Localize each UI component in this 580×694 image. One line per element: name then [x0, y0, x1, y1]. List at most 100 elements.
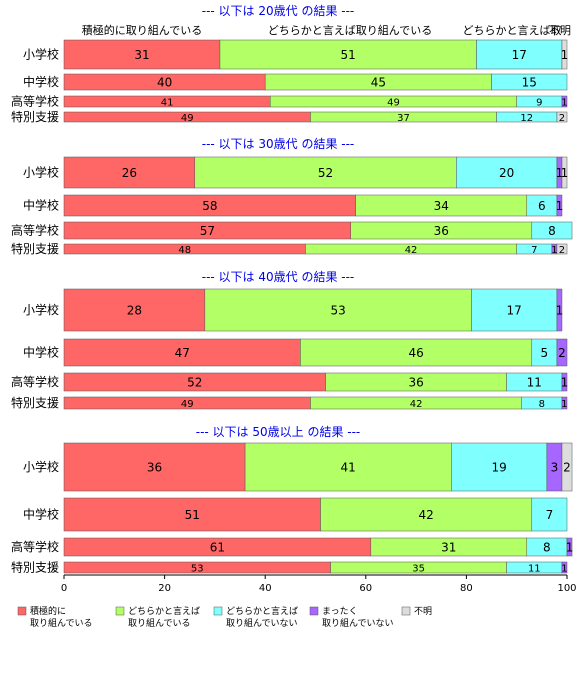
data-label: 5 — [541, 346, 549, 360]
bar-segment — [531, 497, 568, 532]
data-label: 8 — [543, 541, 551, 555]
data-label: 15 — [522, 76, 537, 90]
data-label: 49 — [387, 97, 400, 108]
bar-segment — [556, 243, 568, 255]
row-label: 小学校 — [23, 47, 59, 62]
data-label: 9 — [536, 97, 542, 108]
row-label: 中学校 — [23, 198, 59, 213]
bar-segment — [451, 442, 548, 492]
data-label: 46 — [408, 346, 423, 360]
legend-label: 取り組んでいない — [322, 617, 394, 629]
data-label: 1 — [556, 304, 564, 318]
data-label: 7 — [546, 508, 554, 522]
column-header: 積極的に取り組んでいる — [82, 23, 202, 37]
data-label: 8 — [548, 224, 556, 238]
data-label: 6 — [538, 199, 546, 213]
chart-panel: --- 以下は 20歳代 の結果 --- 小学校 31 51 17 1 中学校 40 45 15 高… — [11, 4, 568, 124]
legend-item: 不明 — [401, 606, 432, 617]
data-label: 49 — [181, 399, 194, 410]
panel-title: --- 以下は 50歳以上 の結果 --- — [196, 425, 361, 439]
row-label: 中学校 — [23, 345, 59, 360]
data-label: 45 — [371, 76, 386, 90]
data-label: 42 — [410, 399, 423, 410]
data-label: 1 — [556, 199, 564, 213]
legend-label: 取り組んでいる — [30, 617, 93, 629]
legend: 積極的に取り組んでいるどちらかと言えば取り組んでいるどちらかと言えば取り組んでい… — [17, 605, 432, 629]
legend-label: 取り組んでいる — [128, 617, 191, 629]
data-label: 42 — [405, 245, 418, 256]
data-label: 51 — [185, 508, 200, 522]
x-tick-label: 40 — [259, 583, 272, 594]
bar-segment — [561, 561, 568, 574]
data-label: 20 — [499, 166, 514, 180]
chart-panel: --- 以下は 50歳以上 の結果 --- 小学校 36 41 19 3 2 中学校 51 42 7… — [11, 425, 573, 575]
bar-segment — [63, 39, 221, 70]
data-label: 37 — [397, 113, 410, 124]
data-label: 1 — [566, 541, 574, 555]
x-tick-label: 80 — [460, 583, 473, 594]
data-label: 36 — [408, 376, 423, 390]
legend-swatch — [17, 606, 27, 616]
data-label: 1 — [561, 166, 569, 180]
row-label: 特別支援 — [11, 395, 59, 410]
x-tick-label: 20 — [158, 583, 171, 594]
bar-segment — [204, 288, 472, 332]
data-label: 31 — [134, 48, 149, 62]
legend-item: どちらかと言えば取り組んでいる — [115, 605, 200, 629]
bar-segment — [531, 221, 573, 240]
bar-segment — [566, 537, 573, 557]
data-label: 52 — [318, 166, 333, 180]
legend-swatch — [309, 606, 319, 616]
bar-segment — [63, 497, 321, 532]
panel-title: --- 以下は 40歳代 の結果 --- — [202, 270, 355, 284]
row-label: 小学校 — [23, 302, 59, 317]
bar-segment — [63, 442, 246, 492]
bar-segment — [561, 156, 568, 189]
data-label: 11 — [528, 563, 541, 574]
bar-segment — [471, 288, 558, 332]
data-label: 3 — [551, 461, 559, 475]
row-label: 小学校 — [23, 165, 59, 180]
row-label: 小学校 — [23, 459, 59, 474]
bar-segment — [491, 73, 568, 91]
bar-segment — [320, 497, 533, 532]
data-label: 42 — [419, 508, 434, 522]
row-label: 特別支援 — [11, 241, 59, 256]
bar-segment — [556, 194, 563, 217]
bar-segment — [561, 396, 568, 410]
data-label: 35 — [412, 563, 425, 574]
data-label: 1 — [561, 563, 567, 574]
x-tick-label: 0 — [61, 583, 67, 594]
legend-swatch — [401, 606, 411, 616]
data-label: 57 — [200, 224, 215, 238]
legend-swatch — [213, 606, 223, 616]
data-label: 2 — [563, 461, 571, 475]
data-label: 36 — [434, 224, 449, 238]
bar-segment — [556, 338, 568, 367]
x-tick-label: 100 — [557, 583, 576, 594]
panel-title: --- 以下は 30歳代 の結果 --- — [202, 137, 355, 151]
bar-segment — [219, 39, 477, 70]
row-label: 高等学校 — [11, 539, 59, 554]
bar-segment — [244, 442, 452, 492]
data-label: 49 — [181, 113, 194, 124]
column-header: どちらかと言えば取り組んでいる — [268, 24, 432, 37]
data-label: 47 — [175, 346, 190, 360]
data-label: 2 — [559, 113, 565, 124]
legend-item: 積極的に取り組んでいる — [17, 605, 93, 629]
data-label: 2 — [558, 346, 566, 360]
bar-segment — [63, 156, 196, 189]
data-label: 52 — [187, 376, 202, 390]
data-label: 1 — [561, 399, 567, 410]
data-label: 41 — [341, 461, 356, 475]
data-label: 36 — [147, 461, 162, 475]
data-label: 17 — [512, 48, 527, 62]
data-label: 26 — [122, 166, 137, 180]
bar-segment — [561, 95, 568, 108]
bar-segment — [456, 156, 558, 189]
